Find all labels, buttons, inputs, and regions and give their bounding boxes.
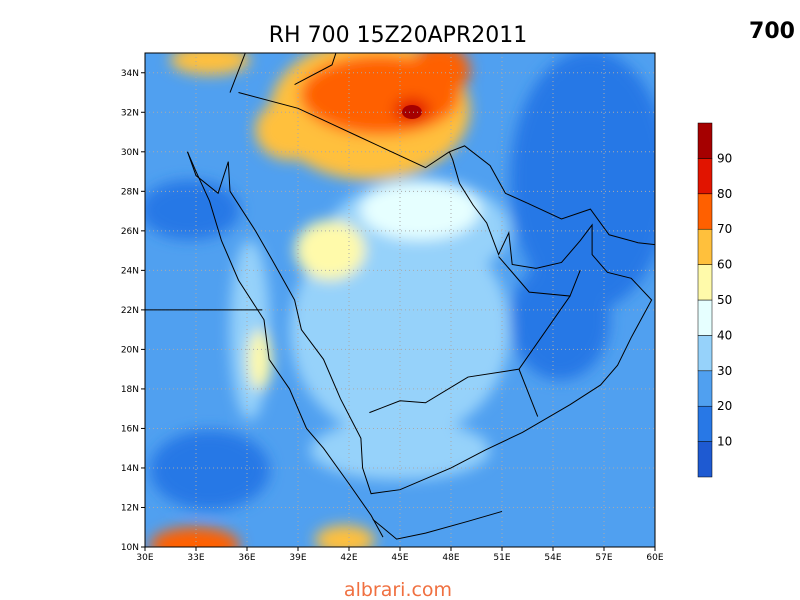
colorbar-segment (697, 158, 713, 195)
colorbar-label: 90 (717, 151, 732, 165)
x-tick-label: 51E (493, 553, 510, 563)
x-tick-label: 45E (391, 553, 408, 563)
y-tick-label: 20N (121, 345, 139, 355)
blob (230, 240, 270, 420)
x-tick-label: 57E (595, 553, 612, 563)
blob (410, 53, 470, 95)
colorbar: 10 20 30 40 50 60 70 80 90 (697, 122, 732, 478)
blob (255, 100, 325, 160)
blob (295, 220, 365, 280)
colorbar-label: 40 (717, 328, 732, 342)
colorbar-label: 50 (717, 293, 732, 307)
border (294, 53, 337, 86)
colorbar-segment (697, 264, 713, 301)
x-tick-label: 48E (442, 553, 459, 563)
colorbar-label: 20 (717, 399, 732, 413)
rh-field (145, 53, 655, 547)
colorbar-label: 60 (717, 258, 732, 272)
blob (150, 527, 240, 547)
blob (315, 525, 375, 547)
y-tick-label: 28N (121, 187, 139, 197)
border (518, 368, 539, 417)
blob (510, 260, 610, 380)
y-tick-label: 16N (121, 424, 139, 434)
x-tick-label: 60E (646, 553, 663, 563)
y-tick-label: 10N (121, 543, 139, 553)
colorbar-segment (697, 122, 713, 159)
colorbar-segment (697, 335, 713, 372)
y-tick-label: 22N (121, 306, 139, 316)
colorbar-segment (697, 193, 713, 230)
axes: 30E 33E 36E 39E 42E 45E 48E 51E 54E 57E 60E 10N 12N 1… (121, 69, 664, 563)
map-title: RH 700 15Z20APR2011 (269, 23, 527, 48)
coastlines (145, 53, 655, 540)
colorbar-label: 80 (717, 187, 732, 201)
y-tick-label: 32N (121, 108, 139, 118)
x-tick-label: 54E (544, 553, 561, 563)
blob (360, 180, 480, 240)
x-tick-label: 39E (289, 553, 306, 563)
x-tick-label: 36E (238, 553, 255, 563)
colorbar-label: 70 (717, 222, 732, 236)
watermark: albrari.com (344, 579, 452, 600)
level-label: 700 (749, 19, 795, 44)
x-tick-label: 33E (187, 553, 204, 563)
coastline (187, 151, 384, 538)
colorbar-segment (697, 441, 713, 478)
border (498, 256, 581, 297)
coastline (229, 53, 246, 93)
y-tick-label: 14N (121, 464, 139, 474)
y-tick-label: 18N (121, 385, 139, 395)
x-tick-label: 30E (136, 553, 153, 563)
colorbar-label: 10 (717, 435, 732, 449)
blob (150, 430, 270, 510)
y-tick-label: 26N (121, 227, 139, 237)
border (238, 92, 450, 169)
y-tick-label: 30N (121, 148, 139, 158)
border (369, 295, 571, 414)
blob (248, 330, 272, 390)
coastline (372, 510, 503, 540)
coastline (187, 151, 653, 495)
blob (402, 105, 422, 119)
colorbar-segment (697, 299, 713, 336)
blob (145, 180, 240, 240)
colorbar-segment (697, 228, 713, 265)
colorbar-label: 30 (717, 364, 732, 378)
y-tick-label: 12N (121, 503, 139, 513)
y-tick-label: 34N (121, 69, 139, 79)
x-tick-label: 42E (340, 553, 357, 563)
grid (145, 53, 655, 547)
blob (170, 53, 250, 75)
colorbar-segment (697, 405, 713, 442)
y-tick-label: 24N (121, 266, 139, 276)
coastline (449, 145, 655, 246)
colorbar-segment (697, 370, 713, 407)
blob (510, 53, 655, 310)
